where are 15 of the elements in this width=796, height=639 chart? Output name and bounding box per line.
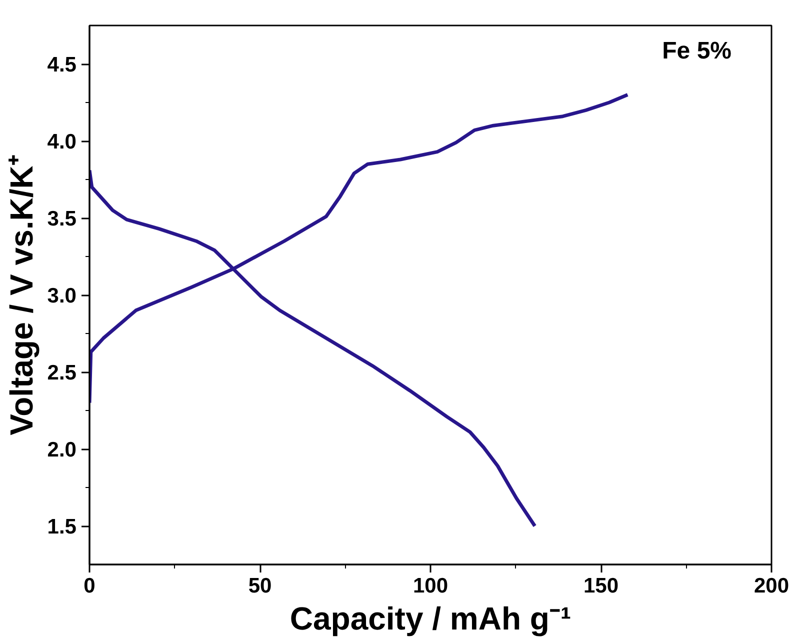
y-tick-label: 1.5 xyxy=(47,516,77,538)
y-axis-title: Voltage / V vs.K/K⁺ xyxy=(3,154,40,436)
y-tick-label: 3.0 xyxy=(47,284,77,308)
y-tick-label: 4.0 xyxy=(47,130,77,154)
x-axis-title: Capacity / mAh g⁻¹ xyxy=(290,600,572,636)
x-tick-label: 200 xyxy=(754,574,790,598)
x-tick-label: 150 xyxy=(583,574,619,598)
x-tick-label: 50 xyxy=(248,574,272,598)
y-tick-label: 2.0 xyxy=(47,438,77,462)
y-tick-label: 2.5 xyxy=(47,362,77,384)
annotation: Fe 5% xyxy=(662,38,732,64)
x-tick-label: 0 xyxy=(84,574,96,598)
y-tick-label: 3.5 xyxy=(47,208,77,230)
y-tick-label: 4.5 xyxy=(47,54,77,76)
x-tick-label: 100 xyxy=(412,574,448,598)
